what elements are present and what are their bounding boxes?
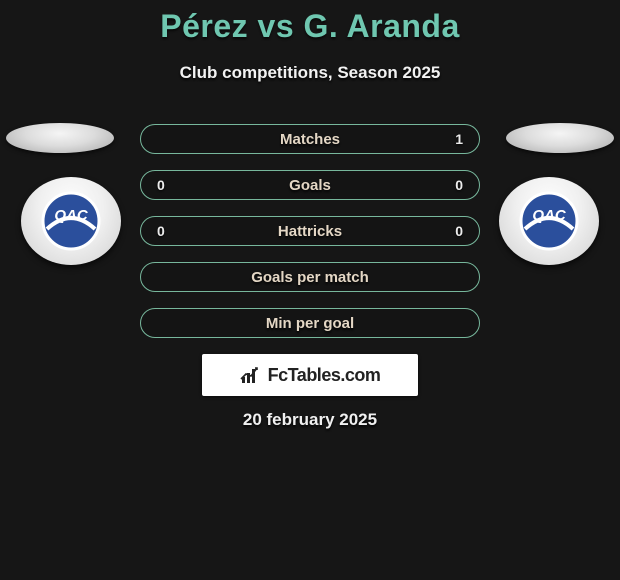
stat-row: Matches 1 [140, 124, 480, 154]
stat-row: Goals per match [140, 262, 480, 292]
club-badge-right: QAC [499, 177, 599, 265]
stats-table: Matches 1 0 Goals 0 0 Hattricks 0 Goals … [140, 124, 480, 354]
stat-label: Min per goal [266, 315, 354, 332]
fctables-logo: FcTables.com [202, 354, 418, 396]
stat-row: 0 Hattricks 0 [140, 216, 480, 246]
svg-text:QAC: QAC [532, 207, 567, 224]
stat-label: Goals per match [251, 269, 369, 286]
stat-row: Min per goal [140, 308, 480, 338]
stat-label: Hattricks [278, 223, 342, 240]
stat-left-value: 0 [157, 177, 185, 193]
stat-label: Goals [289, 177, 331, 194]
qac-crest-icon: QAC [39, 189, 103, 253]
player-photo-placeholder-right [506, 123, 614, 153]
svg-text:QAC: QAC [54, 207, 89, 224]
stat-row: 0 Goals 0 [140, 170, 480, 200]
fctables-logo-text: FcTables.com [268, 365, 381, 386]
qac-crest-icon: QAC [517, 189, 581, 253]
stat-right-value: 0 [435, 177, 463, 193]
bar-chart-icon [240, 365, 264, 385]
subtitle: Club competitions, Season 2025 [0, 63, 620, 83]
date-label: 20 february 2025 [0, 410, 620, 430]
stat-left-value: 0 [157, 223, 185, 239]
stat-label: Matches [280, 131, 340, 148]
player-photo-placeholder-left [6, 123, 114, 153]
page-title: Pérez vs G. Aranda [0, 0, 620, 45]
stat-right-value: 0 [435, 223, 463, 239]
club-badge-left: QAC [21, 177, 121, 265]
stat-right-value: 1 [435, 131, 463, 147]
